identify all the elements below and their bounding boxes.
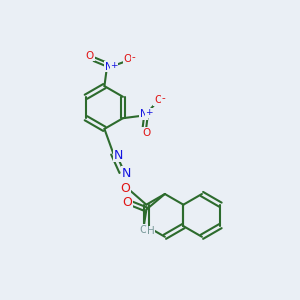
Text: N: N [105,62,113,72]
Text: O: O [139,225,148,235]
Text: -: - [161,93,165,103]
Text: N: N [122,167,131,180]
Text: O: O [124,54,132,64]
Text: N: N [140,109,147,119]
Text: O: O [122,196,132,209]
Text: O: O [142,128,150,138]
Text: N: N [113,148,123,162]
Text: +: + [145,108,153,117]
Text: -: - [131,52,135,62]
Text: O: O [121,182,130,194]
Text: O: O [154,95,162,105]
Text: O: O [86,51,94,61]
Text: +: + [110,61,118,70]
Text: H: H [147,226,154,236]
